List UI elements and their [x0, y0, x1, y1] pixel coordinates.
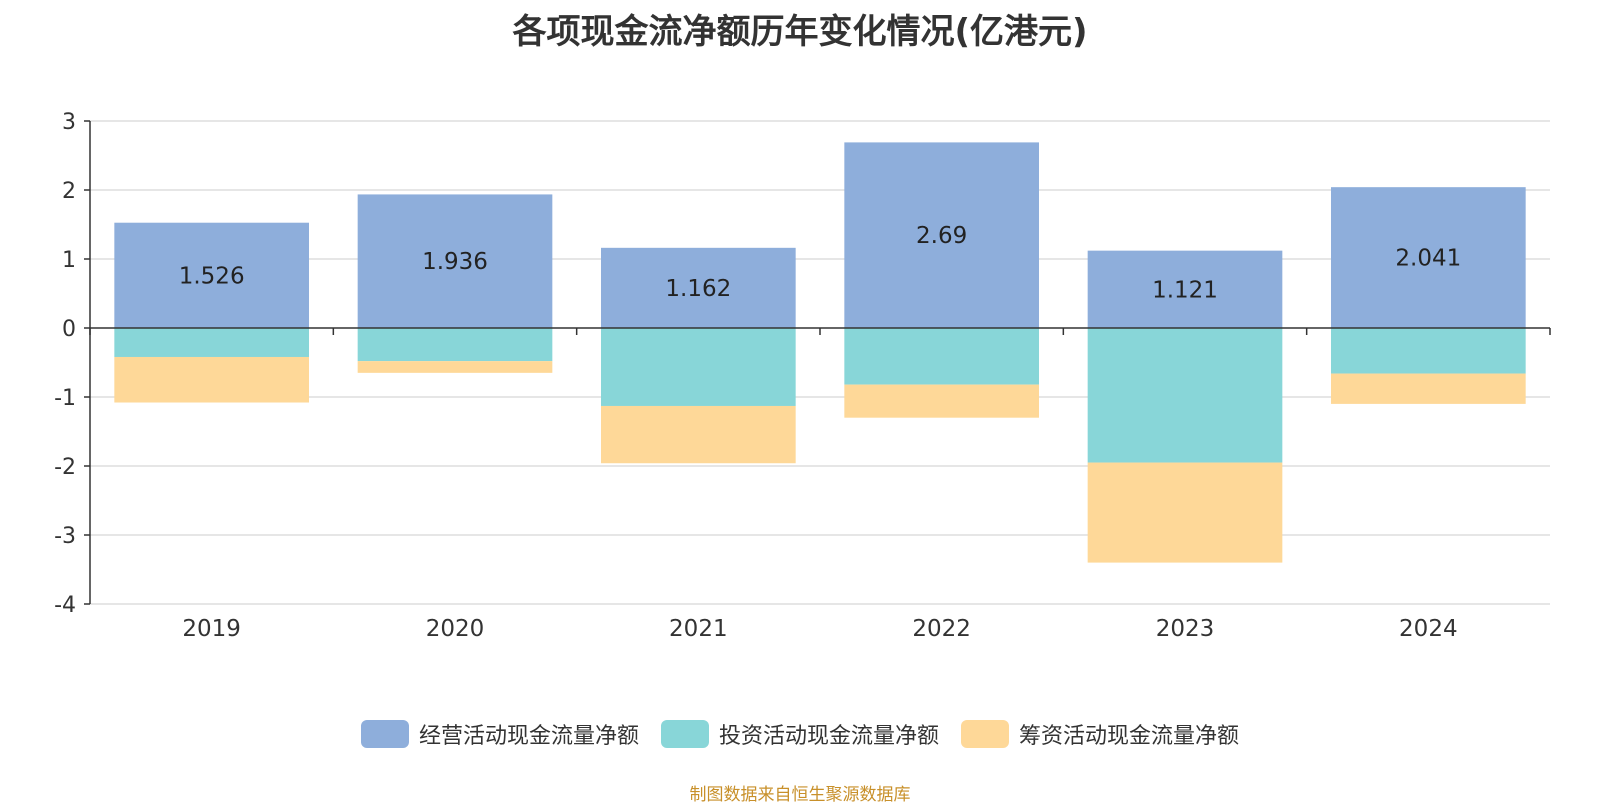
bar-series3-2019: [114, 356, 309, 403]
bar-series1-2020: [357, 194, 553, 328]
y-tick-label: -2: [54, 455, 76, 480]
bar-series2-2022: [844, 328, 1039, 385]
bar-series1-2019: [114, 222, 309, 328]
legend-label: 投资活动现金流量净额: [718, 724, 939, 749]
x-tick-label: 2024: [1399, 616, 1458, 642]
bar-series1-2022: [844, 142, 1039, 328]
source-note: 制图数据来自恒生聚源数据库: [689, 785, 911, 805]
x-tick-label: 2019: [182, 616, 241, 642]
bar-series2-2024: [1331, 328, 1526, 374]
y-tick-label: 0: [62, 317, 76, 342]
y-tick-label: 2: [62, 179, 76, 204]
x-tick-label: 2022: [912, 616, 971, 642]
legend: 经营活动现金流量净额 投资活动现金流量净额 筹资活动现金流量净额: [0, 718, 1600, 750]
x-tick-label: 2023: [1156, 616, 1215, 642]
bar-series3-2021: [601, 405, 796, 464]
y-tick-label: -1: [54, 386, 76, 411]
data-label: 1.121: [1152, 277, 1218, 303]
legend-swatch: [961, 720, 1009, 748]
y-tick-label: -3: [54, 524, 76, 549]
bar-series1-2023: [1087, 250, 1283, 328]
bar-series2-2023: [1087, 328, 1283, 463]
bar-series3-2022: [844, 384, 1039, 418]
data-label: 1.526: [179, 263, 245, 289]
x-tick-label: 2021: [669, 616, 728, 642]
bar-series3-2020: [357, 361, 553, 373]
data-label: 1.162: [665, 276, 731, 302]
data-label: 2.041: [1395, 246, 1461, 272]
y-tick-label: 3: [62, 110, 76, 135]
legend-label: 经营活动现金流量净额: [418, 724, 639, 749]
bar-series3-2023: [1087, 462, 1283, 563]
bar-series2-2019: [114, 328, 309, 357]
bar-series2-2020: [357, 328, 553, 362]
chart-title: 各项现金流净额历年变化情况(亿港元): [512, 12, 1088, 52]
bar-series1-2021: [601, 247, 796, 328]
data-label: 1.936: [422, 249, 488, 275]
bar-series2-2021: [601, 328, 796, 406]
bar-series3-2024: [1331, 373, 1526, 404]
legend-swatch: [360, 720, 409, 748]
data-label: 2.69: [916, 223, 967, 249]
legend-item[interactable]: 经营活动现金流量净额: [360, 718, 639, 750]
legend-swatch: [660, 720, 709, 748]
x-tick-label: 2020: [426, 616, 485, 642]
bar-series1-2024: [1331, 187, 1526, 328]
legend-label: 筹资活动现金流量净额: [1019, 724, 1240, 749]
legend-item[interactable]: 筹资活动现金流量净额: [961, 718, 1239, 750]
legend-item[interactable]: 投资活动现金流量净额: [660, 718, 939, 750]
y-tick-label: -4: [54, 593, 76, 618]
y-tick-label: 1: [62, 248, 76, 273]
